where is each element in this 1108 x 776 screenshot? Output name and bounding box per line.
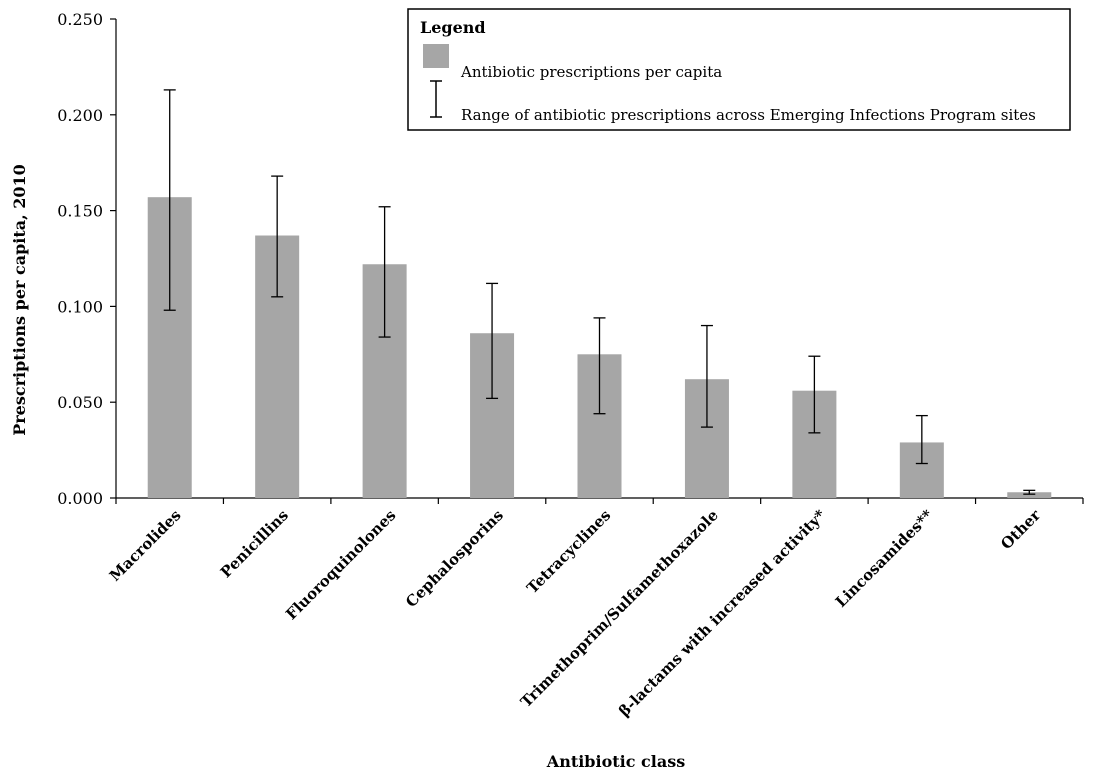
- x-axis-title: Antibiotic class: [546, 752, 685, 771]
- error-bars: [163, 89, 1036, 495]
- legend-bar-label: Antibiotic prescriptions per capita: [460, 63, 722, 81]
- error-bar: [271, 175, 284, 298]
- y-tick-labels: 0.000 0.050 0.100 0.150 0.200 0.250: [57, 10, 103, 508]
- x-category-label: Macrolides: [106, 506, 185, 585]
- error-bar: [915, 414, 928, 465]
- error-bar: [163, 89, 176, 311]
- y-tick-label: 0.100: [57, 297, 103, 316]
- legend-errorbar-swatch: [430, 80, 442, 118]
- error-bar: [700, 324, 713, 428]
- y-tick-label: 0.200: [57, 106, 103, 125]
- legend-box: [407, 8, 1071, 131]
- error-bar: [378, 206, 391, 338]
- bar: [1007, 492, 1052, 498]
- x-category-label: Tetracyclines: [523, 506, 614, 597]
- x-category-label: Fluoroquinolones: [282, 506, 399, 623]
- legend: Legend Antibiotic prescriptions per capi…: [407, 8, 1071, 131]
- y-tick-label: 0.150: [57, 202, 103, 221]
- error-bar: [593, 317, 606, 415]
- x-category-label: Penicillins: [217, 506, 292, 581]
- x-category-label: Other: [997, 505, 1045, 553]
- bars: [147, 197, 1052, 499]
- x-category-label: Trimethoprim/Sulfamethoxazole: [517, 506, 722, 711]
- legend-title: Legend: [420, 18, 486, 37]
- y-axis-title: Prescriptions per capita, 2010: [10, 164, 29, 436]
- y-tick-label: 0.250: [57, 10, 103, 29]
- error-bar: [808, 355, 821, 434]
- x-category-label: Lincosamides**: [832, 506, 937, 611]
- x-category-label: β-lactams with increased activity*: [615, 506, 829, 720]
- legend-bar-swatch: [423, 44, 449, 68]
- y-tick-label: 0.000: [57, 489, 103, 508]
- legend-errorbar-label: Range of antibiotic prescriptions across…: [461, 106, 1036, 124]
- x-category-label: Cephalosporins: [402, 506, 507, 611]
- error-bar: [486, 282, 499, 400]
- error-bar: [1023, 489, 1036, 495]
- y-tick-label: 0.050: [57, 393, 103, 412]
